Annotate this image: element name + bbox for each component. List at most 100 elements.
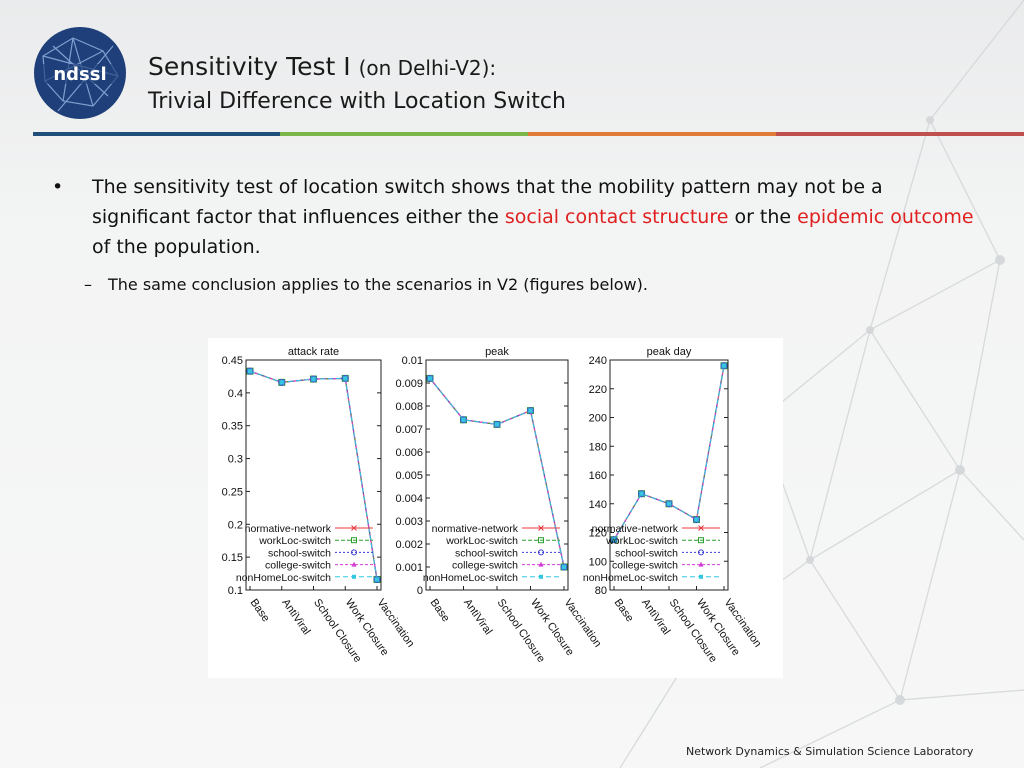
title-main: Sensitivity Test I bbox=[148, 52, 351, 81]
y-tick-label: 0.45 bbox=[222, 355, 243, 367]
legend-marker bbox=[538, 549, 544, 556]
y-tick-label: 0.006 bbox=[395, 447, 423, 459]
series-line-college-switch bbox=[613, 365, 725, 540]
legend-marker bbox=[351, 537, 357, 544]
charts-svg: attack rate 0.1 0.15 0.2 0.25 0.3 0.35 0.4 0.45 B… bbox=[222, 346, 764, 665]
bullet-dot: • bbox=[52, 176, 64, 198]
chart-panel-0: attack rate 0.1 0.15 0.2 0.25 0.3 0.35 0.4 0.45 B… bbox=[222, 346, 417, 665]
legend-marker bbox=[698, 525, 704, 531]
legend-label: workLoc-switch bbox=[258, 535, 331, 547]
y-tick-label: 0.15 bbox=[222, 552, 243, 564]
legend-label: school-switch bbox=[615, 547, 678, 559]
title-divider bbox=[33, 132, 1024, 136]
legend-label: nonHomeLoc-switch bbox=[423, 572, 518, 584]
legend-label: normative-network bbox=[432, 523, 519, 535]
y-tick-label: 180 bbox=[589, 441, 607, 453]
data-point bbox=[427, 375, 433, 382]
y-tick-label: 0.2 bbox=[228, 519, 243, 531]
data-point bbox=[374, 576, 380, 583]
bullet-item: The sensitivity test of location switch … bbox=[92, 172, 980, 262]
chart-title: peak bbox=[485, 346, 509, 358]
ndssl-logo: ndssl bbox=[34, 27, 126, 119]
y-tick-label: 0.4 bbox=[228, 388, 243, 400]
data-point bbox=[561, 564, 567, 570]
chart-title: attack rate bbox=[288, 346, 339, 358]
highlight-social-contact: social contact structure bbox=[504, 206, 729, 228]
legend-marker bbox=[538, 525, 544, 531]
legend-label: college-switch bbox=[265, 560, 331, 572]
sub-bullet-dash: – bbox=[84, 275, 92, 294]
series-line-nonHomeLoc-switch bbox=[429, 378, 565, 568]
slide-title: Sensitivity Test I (on Delhi-V2): Trivia… bbox=[148, 52, 566, 117]
legend-marker bbox=[352, 574, 356, 579]
y-tick-label: 140 bbox=[589, 499, 607, 511]
data-point bbox=[638, 490, 645, 497]
y-tick-label: 0.001 bbox=[395, 562, 423, 574]
y-tick-label: 0.008 bbox=[395, 401, 423, 413]
series-line-school-switch bbox=[613, 365, 725, 540]
legend-marker bbox=[538, 537, 544, 544]
sub-bullet-text: The same conclusion applies to the scena… bbox=[108, 275, 648, 294]
data-point bbox=[310, 376, 317, 382]
legend-marker bbox=[538, 561, 544, 567]
bullet-text-2: or the bbox=[728, 206, 798, 228]
y-tick-label: 80 bbox=[595, 585, 607, 597]
x-tick-label: AntiViral bbox=[461, 597, 494, 637]
data-point bbox=[278, 379, 285, 386]
series-line-workLoc-switch bbox=[613, 365, 725, 540]
data-point bbox=[721, 362, 727, 369]
slide-body: • The sensitivity test of location switc… bbox=[52, 172, 980, 300]
y-tick-label: 220 bbox=[589, 384, 607, 396]
y-tick-label: 240 bbox=[589, 355, 607, 367]
legend-label: normative-network bbox=[245, 523, 332, 535]
legend-marker bbox=[699, 574, 703, 579]
legend-marker bbox=[698, 561, 704, 567]
title-paren: (on Delhi-V2): bbox=[358, 56, 497, 80]
series-line-nonHomeLoc-switch bbox=[613, 365, 725, 540]
y-tick-label: 0.35 bbox=[222, 421, 243, 433]
x-tick-label: AntiViral bbox=[279, 597, 312, 637]
data-point bbox=[247, 368, 253, 375]
x-tick-label: Base bbox=[248, 597, 272, 624]
y-tick-label: 0.004 bbox=[395, 493, 423, 505]
legend-label: workLoc-switch bbox=[605, 535, 678, 547]
y-tick-label: 0.002 bbox=[395, 539, 423, 551]
legend-label: school-switch bbox=[268, 547, 331, 559]
legend-marker bbox=[698, 549, 704, 556]
y-tick-label: 200 bbox=[589, 413, 607, 425]
bullet-text-1: The sensitivity test of location switch … bbox=[92, 176, 883, 228]
legend-label: normative-network bbox=[592, 523, 679, 535]
legend-marker bbox=[351, 549, 357, 556]
data-point bbox=[494, 421, 500, 428]
legend-label: college-switch bbox=[452, 560, 518, 572]
y-tick-label: 0.005 bbox=[395, 470, 423, 482]
legend-label: workLoc-switch bbox=[445, 535, 518, 547]
y-tick-label: 100 bbox=[589, 556, 607, 568]
y-tick-label: 0.1 bbox=[228, 585, 243, 597]
legend-label: college-switch bbox=[612, 560, 678, 572]
legend-label: nonHomeLoc-switch bbox=[236, 572, 331, 584]
series-line-normative-network bbox=[613, 365, 725, 540]
y-tick-label: 0 bbox=[417, 585, 423, 597]
legend-marker bbox=[351, 561, 357, 567]
logo-text: ndssl bbox=[53, 64, 106, 85]
footer-lab-name: Network Dynamics & Simulation Science La… bbox=[686, 745, 974, 758]
legend-label: nonHomeLoc-switch bbox=[583, 572, 678, 584]
data-point bbox=[666, 500, 672, 507]
chart-panel-1: peak 0 0.001 0.002 0.003 0.004 0.005 0.006 0.007… bbox=[395, 346, 603, 665]
results-figure: attack rate 0.1 0.15 0.2 0.25 0.3 0.35 0.4 0.45 B… bbox=[208, 338, 783, 678]
sub-bullet-item: – The same conclusion applies to the sce… bbox=[84, 270, 980, 300]
y-tick-label: 120 bbox=[589, 528, 607, 540]
y-tick-label: 0.003 bbox=[395, 516, 423, 528]
legend-label: school-switch bbox=[455, 547, 518, 559]
y-tick-label: 160 bbox=[589, 470, 607, 482]
data-point bbox=[611, 536, 617, 543]
data-point bbox=[460, 416, 467, 423]
y-tick-label: 0.01 bbox=[402, 355, 423, 367]
legend-marker bbox=[539, 574, 543, 579]
bullet-text-3: of the population. bbox=[92, 236, 261, 258]
highlight-epidemic-outcome: epidemic outcome bbox=[797, 206, 974, 228]
data-point bbox=[527, 407, 534, 414]
y-tick-label: 0.009 bbox=[395, 378, 423, 390]
